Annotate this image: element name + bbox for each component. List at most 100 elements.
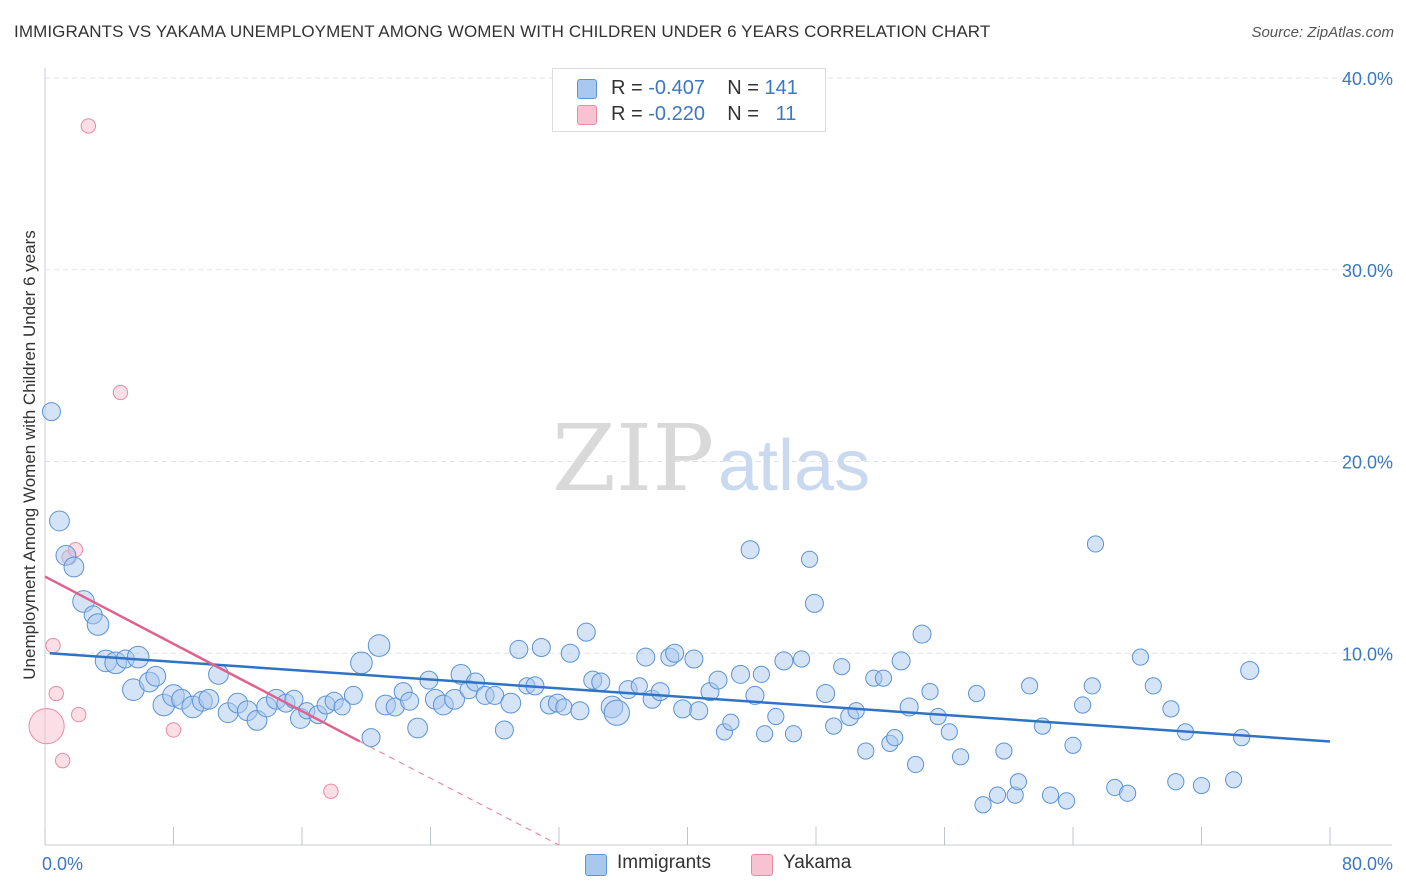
immigrants-point-55 [500, 692, 522, 714]
immigrants-point-93 [800, 550, 819, 568]
immigrants-point-72 [636, 647, 656, 667]
y-tick-label-1: 10.0% [1342, 644, 1393, 664]
immigrants-point-121 [1041, 786, 1060, 804]
immigrants-point-100 [857, 742, 875, 760]
immigrants-point-77 [673, 699, 693, 719]
immigrants-point-12 [126, 645, 150, 669]
legend-r-label-2: R = [611, 103, 643, 125]
immigrants-point-136 [1233, 729, 1251, 747]
grid-layer [45, 77, 1392, 654]
yakama-trend-extension [359, 740, 560, 846]
yakama-point-2 [45, 637, 61, 654]
legend-n-value-yakama: 11 [775, 103, 797, 125]
immigrants-point-92 [792, 650, 811, 668]
immigrants-point-130 [1144, 677, 1162, 695]
yakama-swatch [577, 105, 597, 125]
immigrants-point-86 [745, 685, 765, 705]
immigrants-point-122 [1057, 792, 1076, 810]
yakama-legend-label: Yakama [783, 852, 852, 873]
watermark: ZIP atlas [552, 405, 870, 512]
immigrants-point-97 [833, 658, 851, 676]
immigrants-swatch [577, 79, 597, 99]
watermark-atlas: atlas [718, 426, 870, 506]
immigrants-point-38 [361, 728, 381, 748]
legend-n-label-2: N = [727, 103, 759, 125]
immigrants-point-37 [350, 651, 373, 675]
immigrants-point-114 [974, 796, 992, 814]
yakama-legend-swatch [751, 854, 773, 876]
immigrants-point-104 [886, 729, 904, 747]
immigrants-point-95 [816, 684, 836, 704]
immigrants-point-132 [1167, 773, 1185, 791]
yakama-point-1 [28, 708, 65, 745]
immigrants-point-126 [1086, 535, 1105, 553]
immigrants-point-124 [1074, 696, 1092, 714]
immigrants-point-123 [1064, 736, 1082, 754]
immigrants-point-59 [531, 637, 551, 657]
y-tick-label-4: 40.0% [1342, 69, 1393, 89]
immigrants-point-105 [891, 651, 911, 671]
immigrants-point-62 [555, 698, 573, 716]
immigrants-point-113 [968, 684, 986, 703]
legend-r-label-1: R = [611, 77, 643, 99]
immigrants-point-35 [333, 698, 351, 716]
immigrants-point-63 [560, 643, 580, 663]
immigrants-point-87 [752, 665, 770, 683]
immigrants-point-44 [407, 717, 429, 739]
immigrants-point-107 [906, 755, 925, 774]
immigrants-point-2 [49, 510, 70, 532]
immigrants-point-102 [874, 669, 893, 687]
immigrants-point-20 [198, 688, 220, 710]
immigrants-point-129 [1131, 648, 1150, 666]
immigrants-point-91 [784, 725, 803, 743]
immigrants-point-79 [689, 701, 709, 721]
yakama-point-4 [54, 752, 71, 769]
immigrants-point-43 [400, 691, 420, 711]
immigrants-point-111 [940, 723, 958, 741]
immigrants-point-90 [774, 651, 794, 671]
yakama-point-9 [112, 384, 129, 401]
immigrants-point-65 [576, 622, 596, 642]
immigrants-point-89 [767, 707, 785, 726]
immigrants-point-56 [509, 639, 529, 659]
immigrants-point-125 [1083, 677, 1101, 695]
immigrants-point-78 [684, 649, 704, 669]
immigrants-point-1 [41, 402, 61, 422]
immigrants-point-128 [1119, 784, 1137, 802]
immigrants-point-85 [740, 540, 760, 560]
legend: R = -0.407 N = 141 R = -0.220 N = 11 [552, 68, 826, 132]
immigrants-point-137 [1240, 661, 1260, 681]
immigrants-point-99 [847, 702, 865, 720]
yakama-point-8 [80, 118, 97, 134]
immigrants-point-109 [921, 683, 939, 701]
immigrants-points [41, 402, 1260, 814]
immigrants-point-76 [665, 643, 685, 663]
immigrants-point-48 [444, 688, 465, 710]
immigrants-point-134 [1192, 776, 1211, 795]
immigrants-point-69 [603, 699, 630, 726]
immigrants-legend-label: Immigrants [617, 852, 711, 873]
immigrants-point-118 [1009, 773, 1027, 791]
y-tick-label-2: 20.0% [1342, 453, 1393, 473]
immigrants-point-94 [804, 593, 824, 613]
immigrants-point-108 [912, 624, 932, 644]
legend-r-value-yakama: -0.220 [648, 103, 705, 125]
immigrants-point-96 [825, 717, 843, 735]
yakama-point-3 [48, 685, 64, 702]
immigrants-point-7 [86, 613, 110, 636]
legend-n-value-immigrants: 141 [764, 77, 798, 99]
y-tick-label-3: 30.0% [1342, 261, 1393, 281]
immigrants-point-81 [708, 670, 728, 690]
yakama-point-11 [323, 783, 339, 800]
immigrants-point-14 [145, 665, 167, 687]
immigrants-point-131 [1162, 700, 1180, 718]
legend-r-value-immigrants: -0.407 [648, 77, 705, 99]
legend-n-label-1: N = [727, 77, 759, 99]
immigrants-point-135 [1225, 771, 1243, 789]
immigrants-point-39 [367, 634, 391, 657]
x-tick-label-min: 0.0% [42, 854, 83, 874]
x-tick-label-max: 80.0% [1342, 854, 1393, 874]
immigrants-trend-line [49, 652, 1331, 743]
yakama-point-10 [165, 722, 182, 738]
